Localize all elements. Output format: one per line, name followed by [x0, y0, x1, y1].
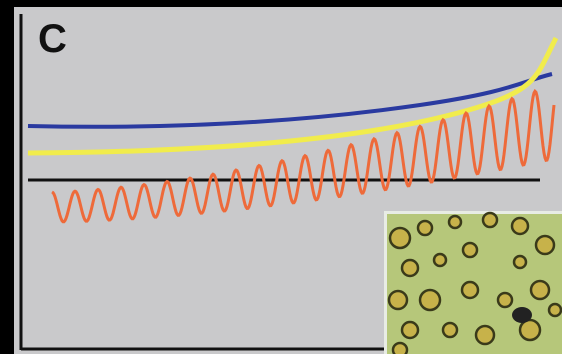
cell	[476, 326, 494, 344]
debris	[512, 307, 532, 323]
cell	[434, 254, 446, 266]
cell	[449, 216, 461, 228]
cell	[389, 291, 407, 309]
cell	[514, 256, 526, 268]
cell	[531, 281, 549, 299]
cell	[512, 218, 528, 234]
page: C (() => { const data = JSON.parse(docum…	[0, 0, 562, 354]
cell	[536, 236, 554, 254]
figure: C	[0, 0, 562, 354]
cell	[520, 320, 540, 340]
cell	[418, 221, 432, 235]
cell	[463, 243, 477, 257]
cell	[549, 304, 561, 316]
cell	[390, 228, 410, 248]
cell	[420, 290, 440, 310]
cell	[402, 322, 418, 338]
cell	[393, 343, 407, 354]
inset-micrograph	[384, 211, 562, 354]
cell	[483, 213, 497, 227]
cell	[498, 293, 512, 307]
cell	[462, 282, 478, 298]
cell	[402, 260, 418, 276]
cell	[443, 323, 457, 337]
panel-label: C	[38, 17, 67, 61]
